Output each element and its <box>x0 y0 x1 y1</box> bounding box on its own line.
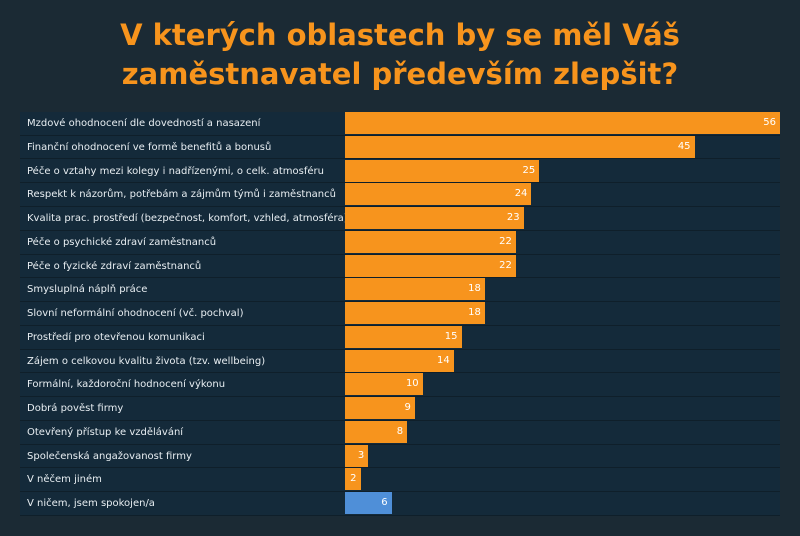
data-label: 18 <box>468 283 481 295</box>
data-label: 9 <box>404 402 411 414</box>
bar: 9 <box>345 397 415 420</box>
data-label: 2 <box>350 473 357 485</box>
data-label: 45 <box>677 140 691 152</box>
bar: 14 <box>345 349 454 372</box>
bar: 22 <box>345 254 516 277</box>
chart-row: Zájem o celkovou kvalitu života (tzv. we… <box>20 349 780 374</box>
bar: 45 <box>345 135 695 158</box>
bar: 3 <box>345 444 369 467</box>
category-label: Kvalita prac. prostředí (bezpečnost, kom… <box>27 213 348 225</box>
bar: 2 <box>345 468 361 491</box>
category-label: Mzdové ohodnocení dle dovedností a nasaz… <box>27 118 261 129</box>
bar: 18 <box>345 302 485 325</box>
chart-row: V ničem, jsem spokojen/a 6 <box>20 492 780 516</box>
chart-row: Mzdové ohodnocení dle dovedností a nasaz… <box>20 112 780 136</box>
category-label: Zájem o celkovou kvalitu života (tzv. we… <box>27 355 266 367</box>
category-label: Finanční ohodnocení ve formě benefitů a … <box>27 141 272 153</box>
category-label: Dobrá pověst firmy <box>27 403 124 415</box>
bar-chart: Mzdové ohodnocení dle dovedností a nasaz… <box>20 112 780 516</box>
data-label: 3 <box>357 449 365 461</box>
category-label: V něčem jiném <box>27 474 102 486</box>
chart-row: Respekt k názorům, potřebám a zájmům tým… <box>20 183 780 207</box>
data-label: 18 <box>468 307 481 319</box>
category-label: Otevřený přístup ke vzdělávání <box>27 426 184 438</box>
category-label: Péče o fyzické zdraví zaměstnanců <box>27 260 202 272</box>
chart-row: Slovní neformální ohodnocení (vč. pochva… <box>20 302 780 326</box>
category-label: Péče o psychické zdraví zaměstnanců <box>27 236 217 248</box>
data-label: 24 <box>514 188 528 200</box>
chart-row: Péče o fyzické zdraví zaměstnanců 22 <box>20 254 780 279</box>
data-label: 6 <box>381 497 388 509</box>
bar: 6 <box>345 492 392 515</box>
category-label: Společenská angažovanost firmy <box>27 450 192 462</box>
data-label: 15 <box>444 330 458 342</box>
chart-row: Společenská angažovanost firmy 3 <box>20 444 780 469</box>
chart-row: Prostředí pro otevřenou komunikaci 15 <box>20 325 780 350</box>
chart-row: Dobrá pověst firmy 9 <box>20 397 780 421</box>
data-label: 8 <box>396 425 404 437</box>
data-label: 23 <box>506 212 520 224</box>
category-label: Smysluplná náplň práce <box>27 284 148 296</box>
chart-row: Péče o vztahy mezi kolegy i nadřízenými,… <box>20 159 780 184</box>
data-label: 14 <box>437 354 450 366</box>
data-label: 22 <box>499 259 512 271</box>
data-label: 25 <box>522 164 536 176</box>
bar: 56 <box>345 112 780 134</box>
category-label: Prostředí pro otevřenou komunikaci <box>27 331 205 343</box>
bar: 15 <box>345 325 462 348</box>
chart-row: Péče o psychické zdraví zaměstnanců 22 <box>20 230 780 255</box>
chart-row: V něčem jiném 2 <box>20 468 780 493</box>
chart-row: Finanční ohodnocení ve formě benefitů a … <box>20 135 780 160</box>
chart-row: Formální, každoroční hodnocení výkonu 10 <box>20 373 780 398</box>
data-label: 22 <box>499 235 512 247</box>
category-label: Slovní neformální ohodnocení (vč. pochva… <box>27 308 244 320</box>
bar: 24 <box>345 183 532 206</box>
category-label: Péče o vztahy mezi kolegy i nadřízenými,… <box>27 165 324 177</box>
bar: 25 <box>345 159 540 182</box>
bar: 18 <box>345 278 485 301</box>
data-label: 10 <box>405 378 419 390</box>
chart-row: Kvalita prac. prostředí (bezpečnost, kom… <box>20 207 780 231</box>
category-label: V ničem, jsem spokojen/a <box>27 498 155 510</box>
bar: 22 <box>345 230 516 253</box>
bar: 8 <box>345 420 408 443</box>
category-label: Formální, každoroční hodnocení výkonu <box>27 379 226 391</box>
chart-row: Smysluplná náplň práce 18 <box>20 278 780 303</box>
data-label: 56 <box>763 117 776 128</box>
bar: 10 <box>345 373 423 396</box>
chart-title: V kterých oblastech by se měl Váš zaměst… <box>120 18 680 91</box>
category-label: Respekt k názorům, potřebám a zájmům tým… <box>27 189 336 201</box>
bar: 23 <box>345 207 524 230</box>
chart-row: Otevřený přístup ke vzdělávání 8 <box>20 420 780 445</box>
